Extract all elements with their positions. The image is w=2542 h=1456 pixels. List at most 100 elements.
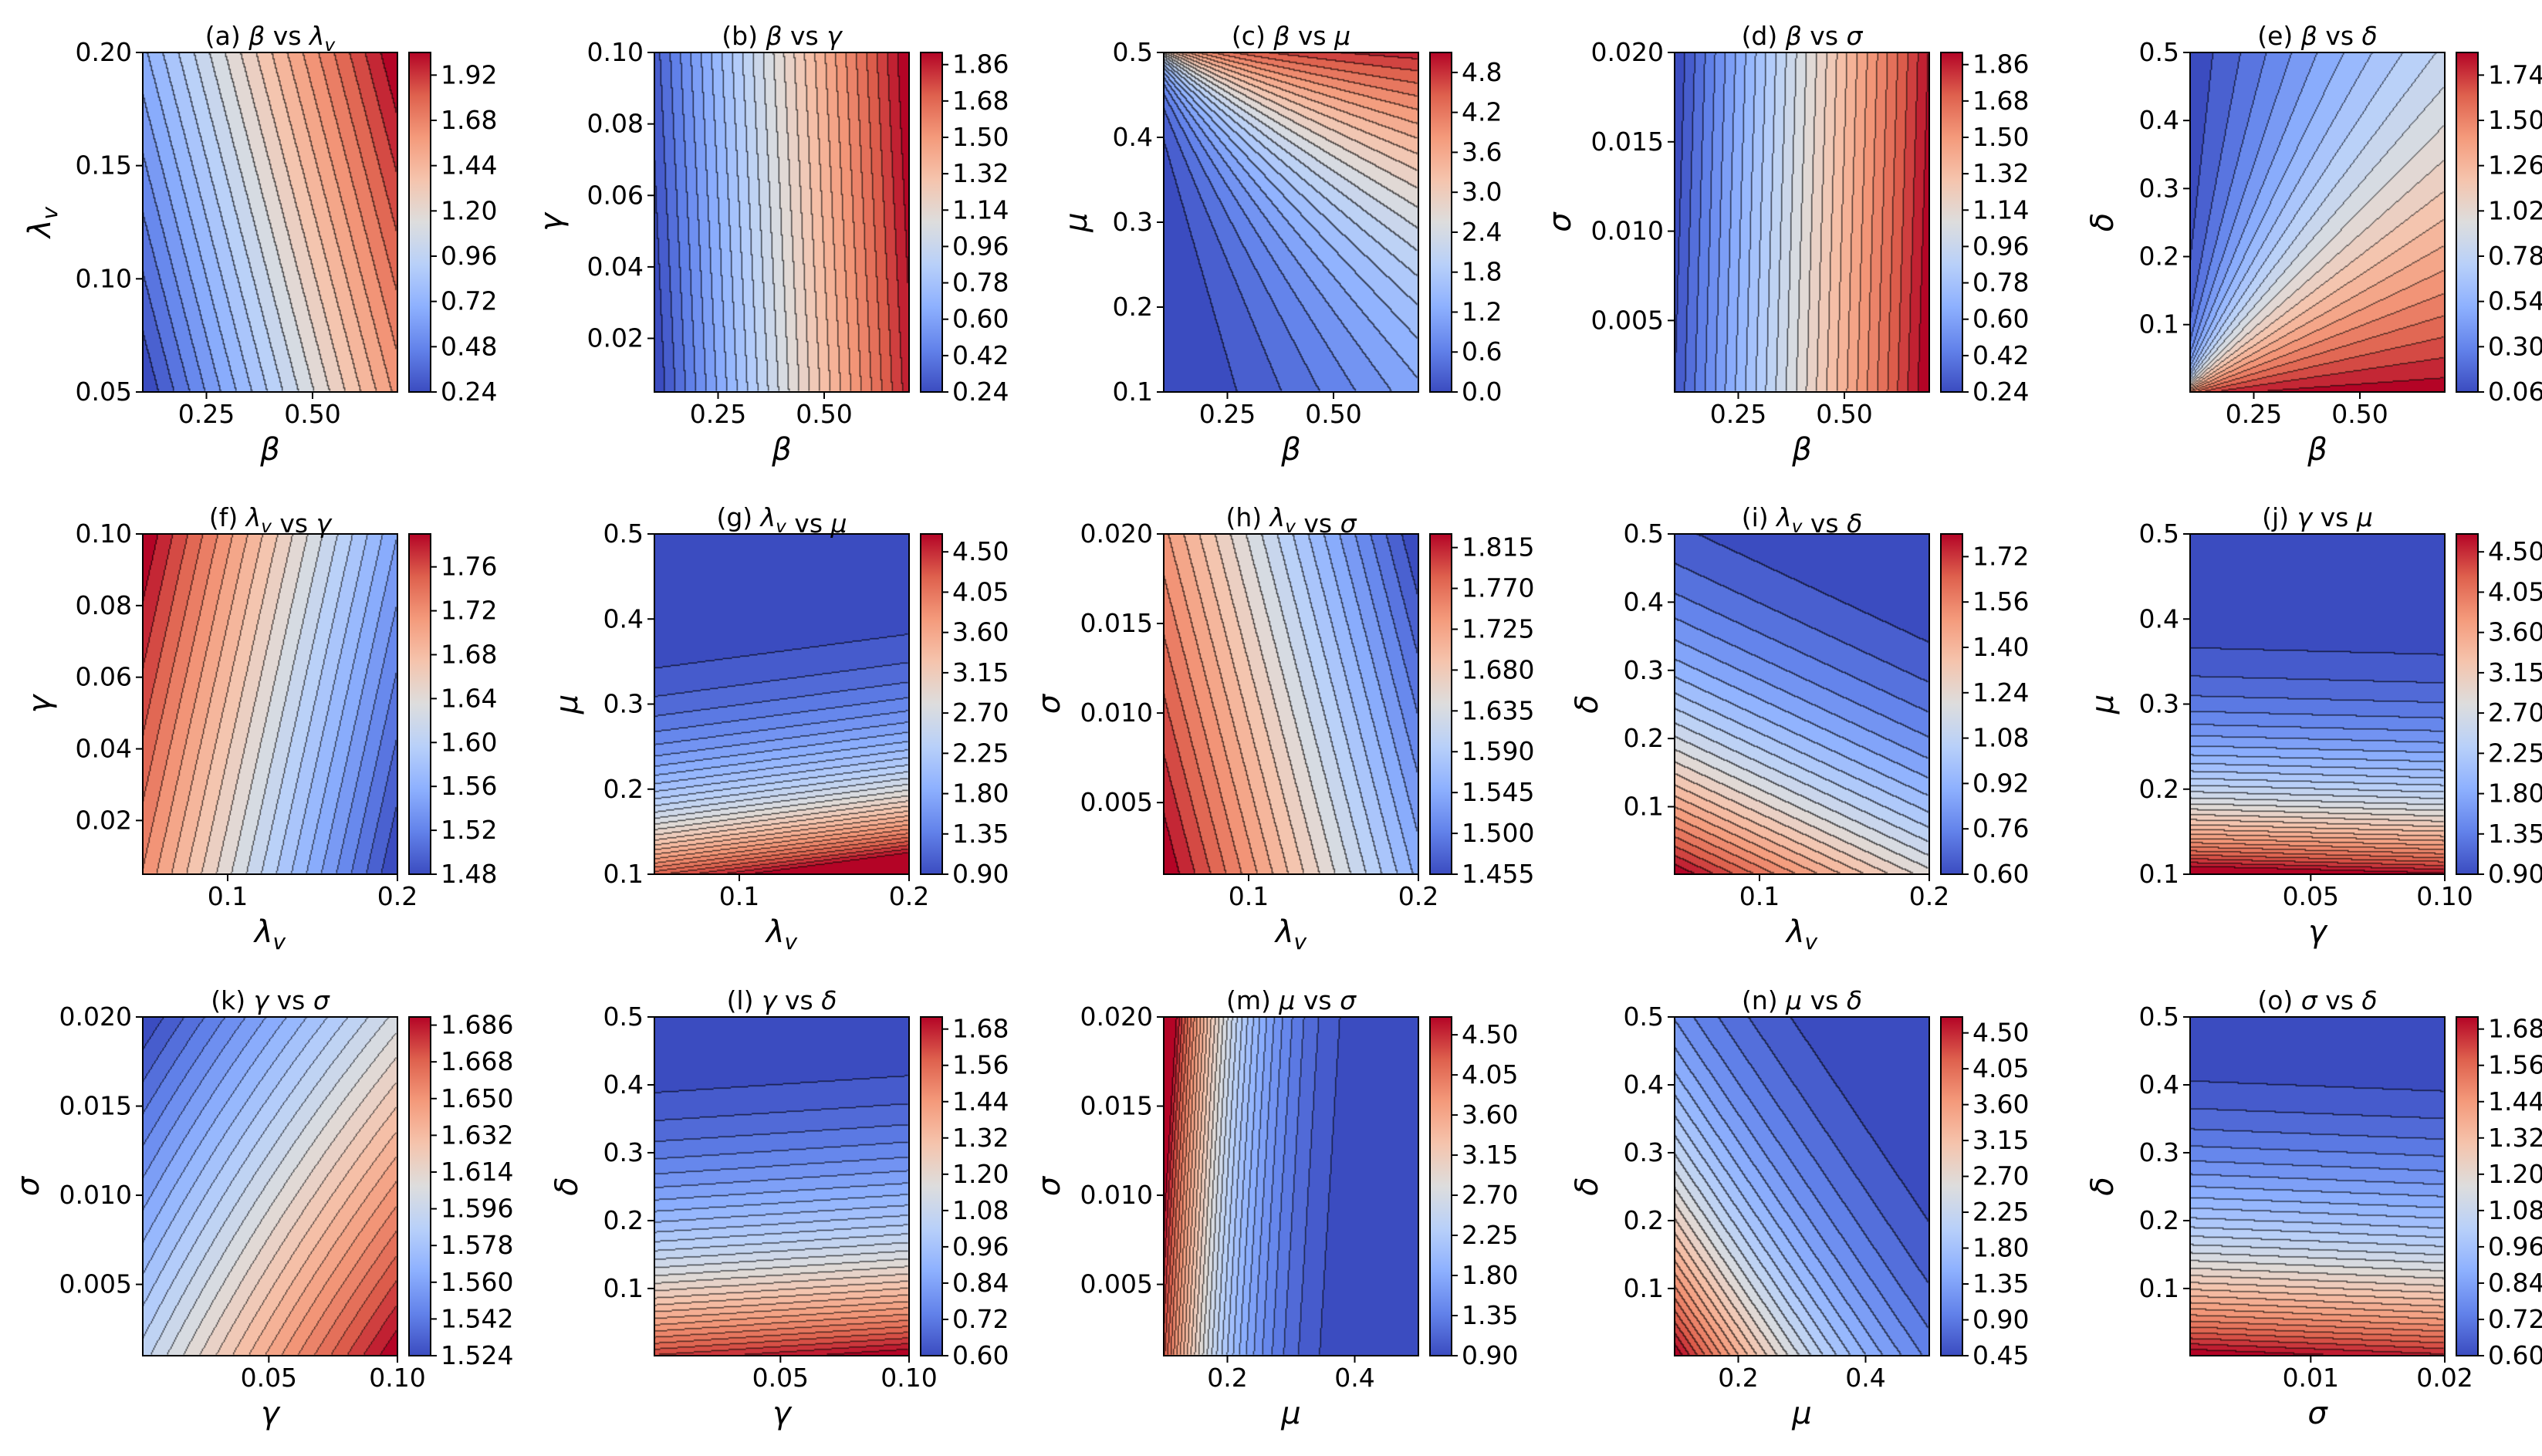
colorbar-tick-label: 0.78 (1972, 268, 2029, 298)
contour-fill-f (143, 534, 397, 874)
colorbar-k (408, 1016, 431, 1356)
panel-title-h: (h) λv vs σ (1226, 502, 1357, 539)
panel-j: (j) γ vs μ 0.05 0.10 0.1 0.2 0.3 0.4 0.5 γ μ 4.50 4… (2085, 502, 2542, 950)
contour-fill-k (143, 1017, 397, 1356)
colorbar-tick-label: 1.680 (1462, 654, 1534, 684)
plot-frame-m (1163, 1016, 1419, 1356)
x-axis-label-k: γ (261, 1396, 281, 1431)
colorbar-tick-label: 1.35 (1972, 1269, 2029, 1299)
colorbar-tick-label: 0.60 (952, 1340, 1009, 1370)
x-tick-label: 0.2 (1909, 881, 1949, 911)
panel-title-g: (g) λv vs μ (716, 502, 847, 539)
y-tick-label: 0.1 (1624, 1273, 1664, 1303)
plot-frame-e (2189, 52, 2446, 393)
y-tick-label: 0.4 (1113, 122, 1153, 152)
colorbar-tick-label: 2.70 (952, 698, 1009, 728)
x-tick-label: 0.10 (2416, 881, 2473, 911)
panel-m: (m) μ vs σ 0.2 0.4 0.005 0.010 0.015 0.020 μ σ 4.… (1032, 985, 1518, 1431)
y-tick-label: 0.05 (76, 377, 132, 407)
panel-title-d: (d) β vs σ (1742, 21, 1864, 51)
colorbar-n (1940, 1016, 1963, 1356)
colorbar-tick-label: 1.26 (2488, 150, 2542, 181)
colorbar-tick-label: 1.74 (2488, 59, 2542, 90)
panel-i: (i) λv vs δ 0.1 0.2 0.1 0.2 0.3 0.4 0.5 λv δ 1.72 1… (1570, 502, 2029, 954)
x-tick-label: 0.2 (1207, 1363, 1247, 1393)
y-tick-label: 0.4 (1624, 1069, 1664, 1100)
y-tick-label: 0.4 (2139, 1069, 2179, 1100)
colorbar-tick-label: 1.32 (952, 1123, 1009, 1153)
colorbar-tick-label: 1.64 (441, 683, 497, 713)
y-tick-label: 0.02 (587, 323, 644, 353)
y-tick-label: 0.10 (587, 37, 644, 67)
x-tick-label: 0.10 (369, 1363, 425, 1393)
contour-fill-l (654, 1017, 909, 1356)
colorbar-m (1429, 1016, 1452, 1356)
colorbar-tick-label: 1.50 (952, 122, 1009, 152)
colorbar-tick-label: 1.545 (1462, 777, 1534, 807)
colorbar-b (920, 52, 943, 393)
colorbar-tick-label: 0.92 (1972, 768, 2029, 798)
x-axis-label-j: γ (2308, 914, 2328, 950)
colorbar-tick-label: 0.42 (1972, 340, 2029, 370)
colorbar-i (1940, 533, 1963, 875)
panel-title-m: (m) μ vs σ (1226, 985, 1357, 1015)
x-tick-label: 0.05 (2283, 881, 2339, 911)
y-tick-label: 0.2 (1624, 723, 1664, 753)
y-tick-label: 0.1 (2139, 309, 2179, 340)
y-tick-label: 0.04 (587, 252, 644, 282)
colorbar-g (920, 533, 943, 875)
x-axis-label-c: β (1280, 432, 1301, 468)
y-tick-label: 0.010 (1591, 216, 1664, 246)
y-tick-label: 0.3 (2139, 173, 2179, 203)
y-tick-label: 0.10 (76, 263, 132, 293)
y-tick-label: 0.010 (1080, 1180, 1153, 1210)
x-tick-label: 0.25 (2226, 399, 2282, 429)
panel-c: (c) β vs μ 0.25 0.50 0.1 0.2 0.3 0.4 0.5 β μ 4.8 4.… (1059, 21, 1502, 468)
y-tick-label: 0.5 (2139, 1002, 2179, 1032)
colorbar-tick-label: 1.578 (441, 1230, 513, 1260)
colorbar-tick-label: 1.72 (1972, 541, 2029, 571)
x-tick-label: 0.02 (2416, 1363, 2473, 1393)
colorbar-tick-label: 1.68 (441, 639, 497, 669)
colorbar-tick-label: 2.25 (1972, 1197, 2029, 1227)
y-tick-label: 0.3 (2139, 1137, 2179, 1167)
colorbar-f (408, 533, 431, 875)
y-tick-label: 0.015 (1591, 127, 1664, 157)
plot-frame-h (1163, 533, 1419, 875)
plot-frame-o (2189, 1016, 2446, 1356)
colorbar-tick-label: 4.05 (1462, 1059, 1518, 1089)
panel-e: (e) β vs δ 0.25 0.50 0.1 0.2 0.3 0.4 0.5 β δ 1.74 1… (2085, 21, 2542, 468)
colorbar-tick-label: 4.50 (1462, 1019, 1518, 1049)
colorbar-tick-label: 1.80 (1462, 1260, 1518, 1290)
y-axis-label-g: μ (549, 694, 585, 714)
colorbar-tick-label: 1.686 (441, 1010, 513, 1040)
x-axis-label-b: β (771, 432, 792, 468)
colorbar-tick-label: 0.72 (441, 286, 497, 316)
plot-frame-i (1674, 533, 1930, 875)
y-axis-label-m: σ (1032, 1175, 1067, 1196)
colorbar-tick-label: 1.92 (441, 59, 497, 90)
x-tick-label: 0.1 (719, 881, 759, 911)
contour-fill-n (1675, 1017, 1929, 1356)
colorbar-tick-label: 0.24 (1972, 377, 2029, 407)
colorbar-tick-label: 0.84 (952, 1268, 1009, 1298)
y-axis-label-l: δ (549, 1177, 585, 1195)
colorbar-tick-label: 0.96 (1972, 231, 2029, 261)
colorbar-j (2456, 533, 2479, 875)
colorbar-tick-label: 1.668 (441, 1046, 513, 1076)
colorbar-tick-label: 1.50 (1972, 122, 2029, 152)
colorbar-tick-label: 0.90 (2488, 859, 2542, 889)
colorbar-tick-label: 2.25 (952, 738, 1009, 768)
panel-title-l: (l) γ vs δ (727, 985, 837, 1015)
colorbar-tick-label: 0.76 (1972, 813, 2029, 843)
panel-title-i: (i) λv vs δ (1742, 502, 1863, 539)
colorbar-tick-label: 0.48 (441, 331, 497, 361)
y-tick-label: 0.5 (1624, 1002, 1664, 1032)
colorbar-tick-label: 1.20 (952, 1159, 1009, 1189)
panel-title-a: (a) β vs λv (205, 21, 336, 56)
x-axis-label-d: β (1791, 432, 1812, 468)
plot-frame-a (142, 52, 398, 393)
x-tick-label: 0.1 (208, 881, 248, 911)
colorbar-tick-label: 3.6 (1462, 137, 1502, 167)
